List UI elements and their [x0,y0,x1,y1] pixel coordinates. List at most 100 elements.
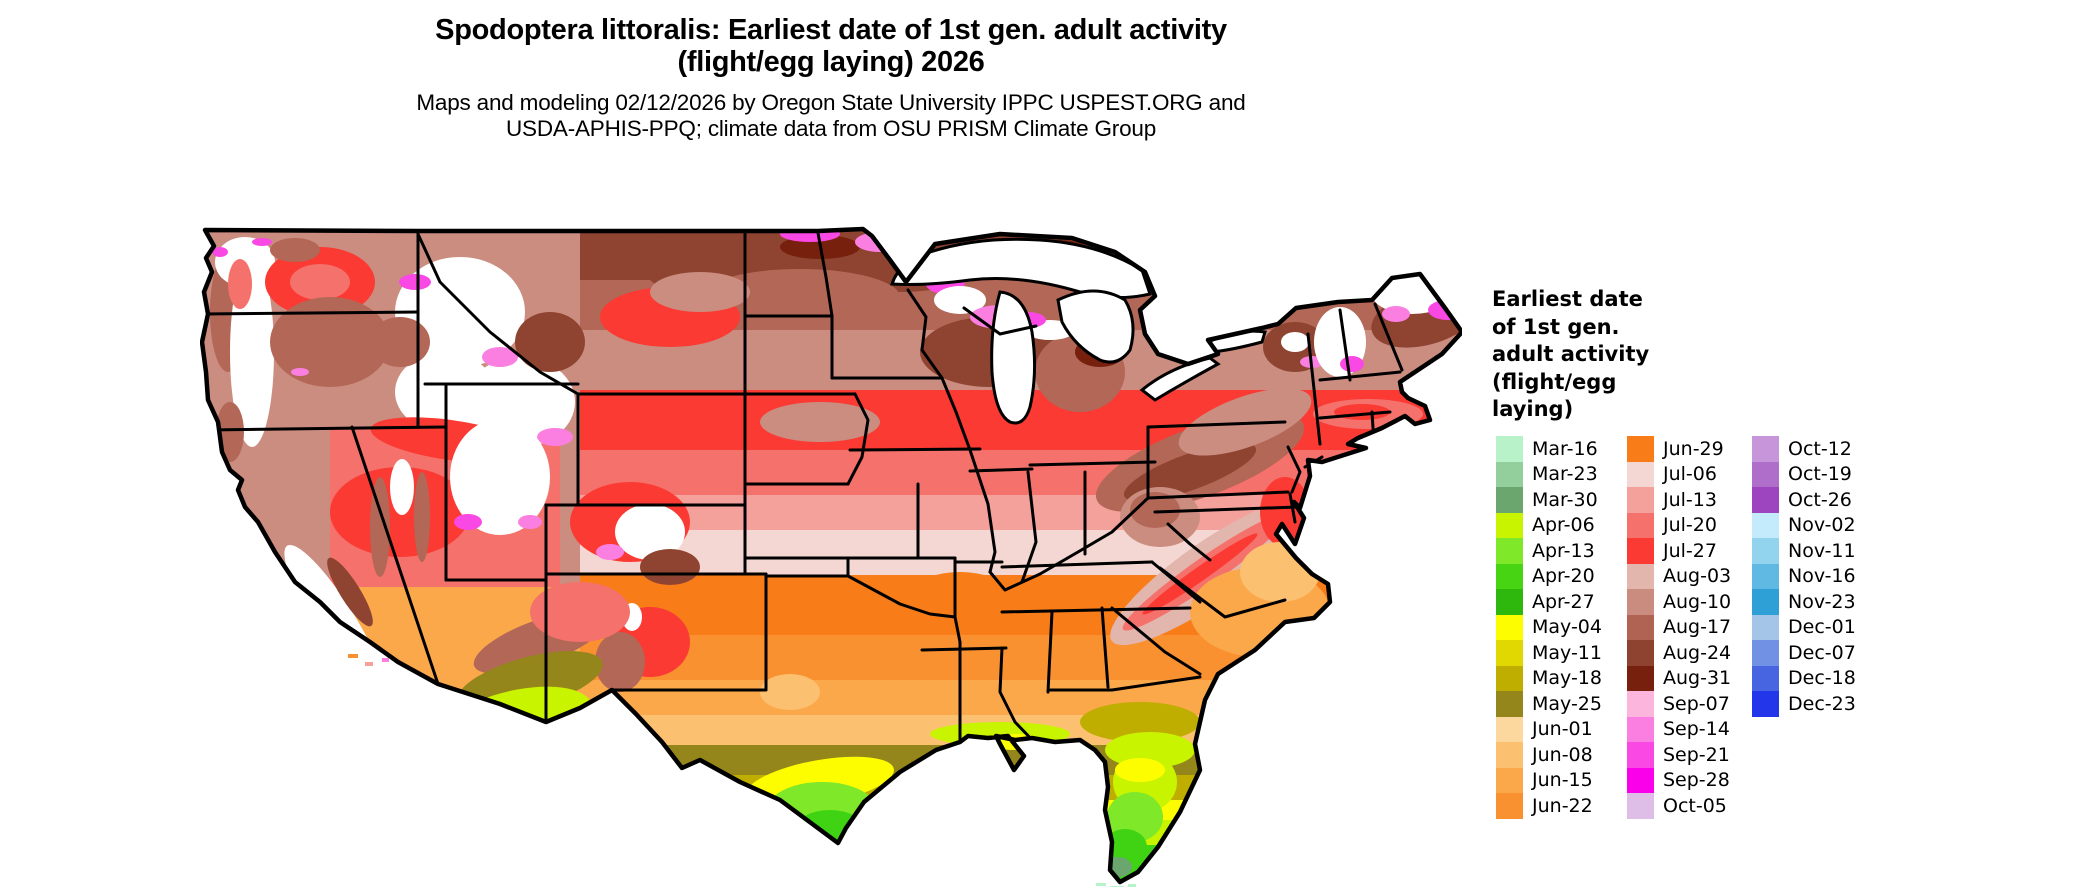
legend-row: Jul-13 [1627,487,1752,513]
us-map [199,222,1465,889]
legend-row: May-25 [1496,691,1627,717]
legend-date-label: Sep-14 [1663,718,1730,741]
legend-row: Dec-07 [1752,640,1877,666]
legend-date-label: Dec-18 [1788,667,1856,690]
state-borders [202,229,1404,748]
legend-date-label: Sep-28 [1663,769,1730,792]
legend-row: Nov-11 [1752,538,1877,564]
legend-date-label: Aug-31 [1663,667,1732,690]
legend-row: Oct-05 [1627,793,1752,819]
legend-date-label: Jul-20 [1663,514,1717,537]
legend-swatch [1627,538,1654,564]
legend-date-label: Apr-27 [1532,590,1595,613]
legend-row: Apr-20 [1496,563,1627,589]
legend-swatch [1752,589,1779,615]
legend-date-label: May-18 [1532,667,1602,690]
legend-row: Apr-13 [1496,538,1627,564]
legend-date-label: Mar-16 [1532,437,1598,460]
map-subtitle: Maps and modeling 02/12/2026 by Oregon S… [416,90,1246,141]
legend-date-label: Apr-06 [1532,514,1595,537]
legend-swatch [1627,589,1654,615]
legend-date-label: Nov-11 [1788,539,1856,562]
legend-row: Aug-03 [1627,563,1752,589]
legend-date-label: May-11 [1532,641,1602,664]
legend-row: Sep-21 [1627,742,1752,768]
legend-row: Oct-12 [1752,436,1877,462]
legend-swatch [1752,512,1779,538]
legend-row: May-11 [1496,640,1627,666]
legend-swatch [1627,716,1654,742]
legend-date-label: Nov-23 [1788,590,1856,613]
legend-swatch [1627,767,1654,793]
legend-column-1: Mar-16 Mar-23 Mar-30 Apr-06 Apr-13 Apr-20 Apr-… [1496,436,1627,819]
legend-date-label: Sep-21 [1663,743,1730,766]
legend-date-label: Apr-13 [1532,539,1595,562]
legend-row: Aug-10 [1627,589,1752,615]
legend-row: Mar-30 [1496,487,1627,513]
legend-swatch [1627,793,1654,819]
legend-row: Jun-29 [1627,436,1752,462]
legend-swatch [1496,512,1523,538]
lake-huron [1056,289,1135,364]
legend-swatch [1496,665,1523,691]
legend-row: Sep-07 [1627,691,1752,717]
legend-swatch [1752,665,1779,691]
legend-columns: Mar-16 Mar-23 Mar-30 Apr-06 Apr-13 Apr-20 Apr-… [1496,436,1877,819]
channel-islands [348,654,389,666]
legend-column-2: Jun-29 Jul-06 Jul-13 Jul-20 Jul-27 Aug-03 Aug-… [1627,436,1752,819]
legend-swatch [1496,563,1523,589]
legend-date-label: Mar-30 [1532,488,1598,511]
legend-date-label: Jun-08 [1532,743,1593,766]
legend: Earliest date of 1st gen. adult activity… [1492,286,2052,819]
legend-swatch [1496,793,1523,819]
legend-date-label: Oct-26 [1788,488,1852,511]
legend-date-label: Nov-16 [1788,565,1856,588]
lake-erie [1139,356,1221,402]
florida-keys [1096,883,1136,889]
legend-row: Jun-01 [1496,716,1627,742]
lake-michigan [990,290,1037,425]
legend-swatch [1752,614,1779,640]
legend-date-label: Dec-01 [1788,616,1856,639]
legend-swatch [1627,640,1654,666]
legend-date-label: Nov-02 [1788,514,1856,537]
legend-row: Jun-22 [1496,793,1627,819]
legend-date-label: Jun-01 [1532,718,1593,741]
legend-swatch [1752,436,1779,462]
legend-swatch [1496,538,1523,564]
legend-date-label: Aug-10 [1663,590,1732,613]
legend-row: Jul-06 [1627,461,1752,487]
legend-row: Dec-18 [1752,665,1877,691]
legend-title: Earliest date of 1st gen. adult activity… [1492,287,1650,421]
legend-swatch [1627,563,1654,589]
legend-swatch [1752,538,1779,564]
legend-date-label: Jul-06 [1663,463,1717,486]
legend-date-label: Sep-07 [1663,692,1730,715]
legend-row: Nov-23 [1752,589,1877,615]
legend-date-label: Aug-03 [1663,565,1732,588]
legend-row: May-18 [1496,665,1627,691]
legend-swatch [1496,640,1523,666]
legend-swatch [1496,487,1523,513]
legend-row: Jul-20 [1627,512,1752,538]
legend-date-label: Jun-22 [1532,794,1593,817]
legend-swatch [1496,436,1523,462]
legend-row: Aug-31 [1627,665,1752,691]
legend-swatch [1627,614,1654,640]
legend-row: Aug-17 [1627,614,1752,640]
legend-swatch [1627,742,1654,768]
legend-row: Nov-02 [1752,512,1877,538]
legend-date-label: Apr-20 [1532,565,1595,588]
legend-date-label: Dec-07 [1788,641,1856,664]
legend-swatch [1496,742,1523,768]
legend-row: Apr-06 [1496,512,1627,538]
legend-swatch [1627,665,1654,691]
legend-swatch [1627,487,1654,513]
legend-date-label: Oct-19 [1788,463,1852,486]
legend-date-label: Oct-12 [1788,437,1852,460]
legend-date-label: Jun-15 [1532,769,1593,792]
legend-row: Dec-01 [1752,614,1877,640]
legend-swatch [1496,691,1523,717]
legend-row: Jun-08 [1496,742,1627,768]
